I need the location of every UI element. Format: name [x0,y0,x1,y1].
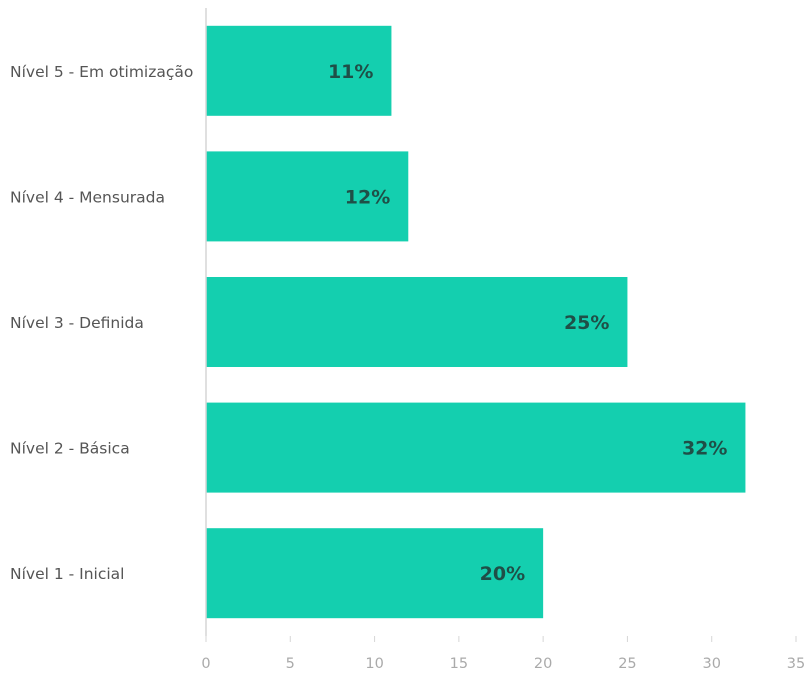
category-label-5: Nível 1 - Inicial [10,565,125,583]
data-label-1: 11% [328,61,373,83]
category-labels-group: Nível 5 - Em otimização Nível 4 - Mensura… [10,63,193,583]
category-label-2: Nível 4 - Mensurada [10,188,165,206]
bar-2 [206,151,409,242]
bar-5 [206,528,544,619]
bars-group [206,25,746,619]
category-label-1: Nível 5 - Em otimização [10,63,193,81]
data-label-2: 12% [345,186,390,208]
data-labels-group: 11% 12% 25% 32% 20% [328,61,727,585]
x-tick-label-15: 15 [450,656,468,672]
data-label-4: 32% [682,438,727,460]
x-tick-labels-group: 0 5 10 15 20 25 30 35 [201,636,805,672]
x-tick-label-20: 20 [534,656,552,672]
bar-3 [206,277,628,367]
data-label-3: 25% [564,312,609,334]
data-label-5: 20% [480,563,525,585]
category-label-3: Nível 3 - Definida [10,314,144,332]
x-tick-label-25: 25 [618,656,636,672]
x-tick-label-5: 5 [286,656,295,672]
x-tick-label-35: 35 [787,656,805,672]
x-tick-label-10: 10 [365,656,383,672]
category-label-4: Nível 2 - Básica [10,440,130,458]
bar-4 [206,402,746,493]
x-tick-label-30: 30 [702,656,720,672]
bar-1 [206,25,392,116]
x-tick-label-0: 0 [201,656,210,672]
